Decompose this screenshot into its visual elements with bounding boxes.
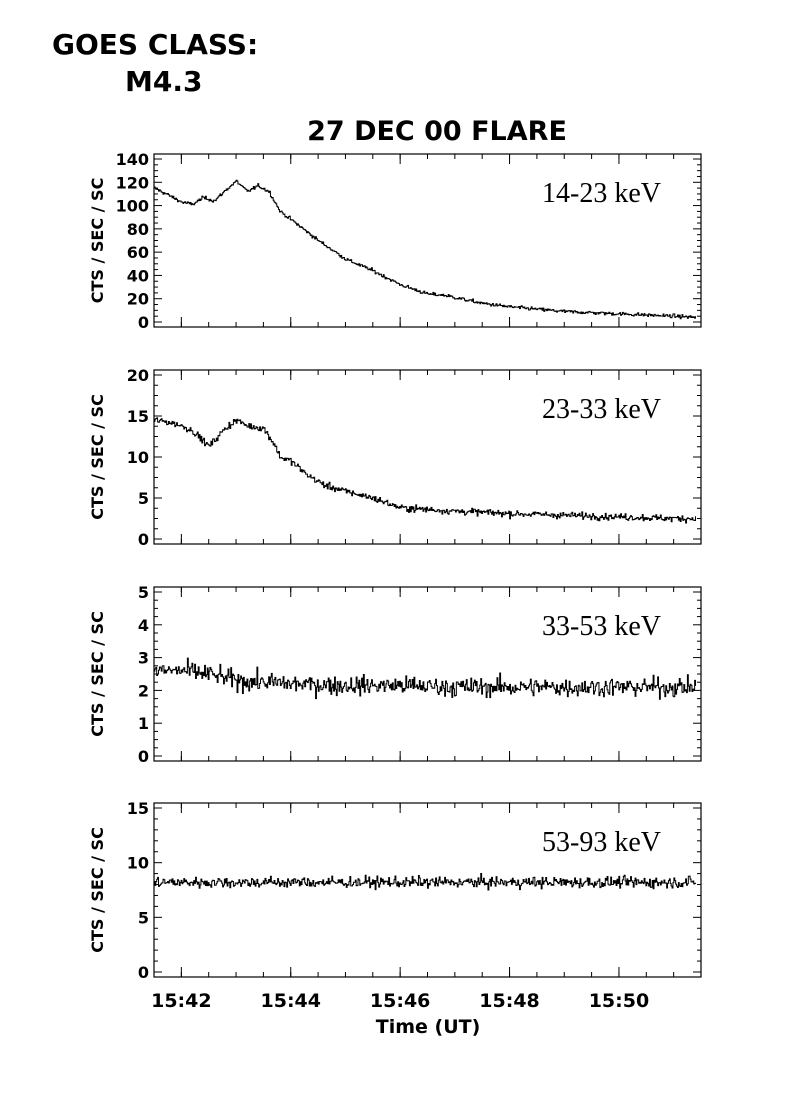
y-tick-label: 140 — [116, 150, 149, 169]
series-label: 14-23 keV — [542, 178, 661, 209]
series-label: 23-33 keV — [542, 394, 661, 425]
series-label: 33-53 keV — [542, 611, 661, 642]
series-line — [154, 417, 697, 524]
y-tick-label: 15 — [127, 799, 149, 818]
y-tick-label: 3 — [138, 649, 149, 668]
panel-1: 0 20 40 60 80 100 120 140 CTS / SEC / SC 14-23 ke… — [88, 150, 702, 332]
y-tick-label: 5 — [138, 908, 149, 927]
y-tick-label: 2 — [138, 681, 149, 700]
x-tick-label: 15:46 — [370, 990, 430, 1012]
y-tick-label: 40 — [127, 266, 149, 285]
x-tick-label: 15:50 — [589, 990, 649, 1012]
y-tick-label: 10 — [127, 854, 149, 873]
y-tick-label: 4 — [138, 616, 149, 635]
x-tick-label: 15:44 — [261, 990, 321, 1012]
goes-class-label: GOES CLASS: — [52, 28, 258, 61]
y-tick-label: 5 — [138, 583, 149, 602]
y-tick-label: 0 — [138, 963, 149, 982]
goes-class-value: M4.3 — [125, 65, 202, 98]
x-tick-label: 15:48 — [479, 990, 539, 1012]
y-tick-label: 80 — [127, 220, 149, 239]
y-tick-label: 100 — [116, 197, 149, 216]
chart-title: 27 DEC 00 FLARE — [307, 116, 567, 147]
panel-2: 0 5 10 15 20 CTS / SEC / SC 23-33 keV — [88, 366, 702, 549]
y-axis-label: CTS / SEC / SC — [88, 394, 107, 520]
x-axis-label: Time (UT) — [376, 1016, 481, 1038]
series-line — [154, 657, 697, 700]
y-tick-label: 20 — [127, 290, 149, 309]
y-tick-label: 15 — [127, 407, 149, 426]
y-tick-label: 0 — [138, 313, 149, 332]
y-tick-label: 5 — [138, 489, 149, 508]
series-line — [154, 179, 697, 320]
y-tick-label: 0 — [138, 530, 149, 549]
series-label: 53-93 keV — [542, 827, 661, 858]
series-line — [154, 872, 697, 891]
x-tick-label: 15:42 — [151, 990, 211, 1012]
y-tick-label: 10 — [127, 448, 149, 467]
panel-4: 0 5 10 15 CTS / SEC / SC 53-93 keV — [88, 799, 702, 982]
y-tick-label: 60 — [127, 243, 149, 262]
y-axis-label: CTS / SEC / SC — [88, 178, 107, 304]
y-axis-label: CTS / SEC / SC — [88, 827, 107, 953]
panel-3: 0 1 2 3 4 5 CTS / SEC / SC 33-53 keV — [88, 583, 702, 766]
y-tick-label: 20 — [127, 366, 149, 385]
y-axis-label: CTS / SEC / SC — [88, 611, 107, 737]
y-tick-label: 1 — [138, 714, 149, 733]
y-tick-label: 120 — [116, 173, 149, 192]
y-tick-label: 0 — [138, 747, 149, 766]
